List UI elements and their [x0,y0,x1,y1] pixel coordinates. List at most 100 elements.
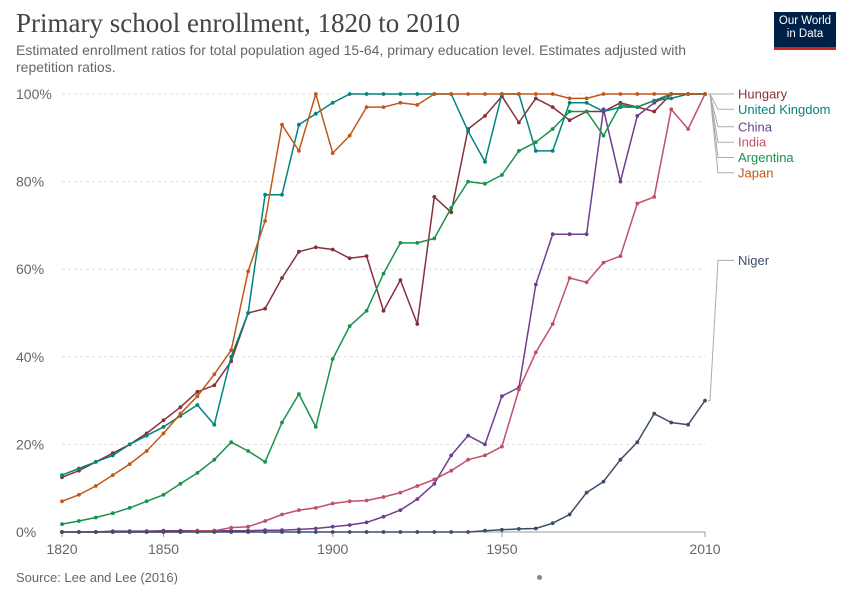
data-point[interactable] [347,530,352,534]
data-point[interactable] [483,92,487,96]
data-point[interactable] [466,530,470,534]
data-point[interactable] [110,511,115,516]
data-point[interactable] [313,111,318,116]
data-point[interactable] [500,92,504,96]
data-point[interactable] [178,411,183,416]
data-point[interactable] [178,481,183,486]
data-point[interactable] [517,527,521,531]
data-point[interactable] [246,524,251,529]
data-point[interactable] [195,394,200,399]
data-point[interactable] [601,92,606,96]
data-point[interactable] [195,471,200,475]
data-point[interactable] [584,96,589,101]
data-point[interactable] [229,348,234,353]
data-point[interactable] [567,96,572,101]
data-point[interactable] [313,245,318,250]
data-point[interactable] [618,254,623,258]
data-point[interactable] [533,282,538,287]
data-point[interactable] [500,173,504,177]
data-point[interactable] [449,92,454,96]
data-point[interactable] [381,514,386,519]
data-point[interactable] [381,271,386,276]
data-point[interactable] [110,453,115,458]
data-point[interactable] [110,530,115,534]
data-point[interactable] [246,449,251,453]
data-point[interactable] [686,422,690,427]
data-point[interactable] [652,109,657,114]
data-point[interactable] [517,120,521,125]
data-point[interactable] [297,122,301,127]
data-point[interactable] [550,232,555,237]
data-point[interactable] [533,96,538,101]
data-point[interactable] [517,92,521,96]
data-point[interactable] [432,530,437,534]
data-point[interactable] [500,527,504,532]
data-point[interactable] [635,201,640,206]
data-point[interactable] [178,405,183,410]
data-point[interactable] [652,195,657,199]
data-point[interactable] [313,506,318,510]
data-point[interactable] [398,241,403,245]
data-point[interactable] [280,276,284,280]
data-point[interactable] [77,519,81,523]
data-point[interactable] [449,468,454,473]
data-point[interactable] [93,530,98,534]
series-line-niger[interactable] [62,400,706,533]
data-point[interactable] [263,306,267,311]
data-point[interactable] [466,179,470,184]
data-point[interactable] [533,149,538,153]
data-point[interactable] [466,92,470,96]
data-point[interactable] [313,425,318,429]
data-point[interactable] [618,103,623,107]
data-point[interactable] [195,389,200,394]
data-point[interactable] [297,149,301,153]
data-point[interactable] [127,462,132,466]
data-point[interactable] [483,160,487,164]
data-point[interactable] [703,398,707,403]
data-point[interactable] [618,179,623,184]
data-point[interactable] [601,260,606,265]
data-point[interactable] [550,127,555,131]
data-point[interactable] [415,497,420,501]
data-point[interactable] [246,311,251,315]
data-point[interactable] [432,92,437,96]
data-point[interactable] [60,473,64,477]
data-point[interactable] [601,133,606,138]
data-point[interactable] [229,525,234,530]
data-point[interactable] [584,109,589,114]
data-point[interactable] [449,530,454,534]
data-point[interactable] [483,114,487,118]
series-line-japan[interactable] [61,93,705,502]
data-point[interactable] [297,392,301,396]
data-point[interactable] [280,420,284,425]
data-point[interactable] [601,479,606,484]
data-point[interactable] [533,140,538,145]
data-point[interactable] [330,151,335,156]
series-line-india[interactable] [62,93,706,533]
data-point[interactable] [517,387,521,392]
data-point[interactable] [398,278,403,282]
data-point[interactable] [669,92,674,96]
data-point[interactable] [364,105,369,109]
legend-label-argentina[interactable]: Argentina [738,150,794,165]
data-point[interactable] [652,92,657,96]
data-point[interactable] [381,308,386,313]
data-point[interactable] [178,530,183,534]
data-point[interactable] [347,523,352,527]
data-point[interactable] [144,449,149,453]
data-point[interactable] [347,499,352,504]
data-point[interactable] [313,92,318,96]
data-point[interactable] [263,530,267,534]
data-point[interactable] [567,118,572,123]
data-point[interactable] [398,530,403,534]
data-point[interactable] [330,247,335,252]
data-point[interactable] [161,431,166,436]
data-point[interactable] [161,425,166,429]
data-point[interactable] [347,324,352,328]
data-point[interactable] [550,92,555,96]
data-point[interactable] [500,394,504,399]
data-point[interactable] [432,481,437,486]
data-point[interactable] [449,210,454,215]
data-point[interactable] [364,254,369,258]
data-point[interactable] [466,129,470,134]
